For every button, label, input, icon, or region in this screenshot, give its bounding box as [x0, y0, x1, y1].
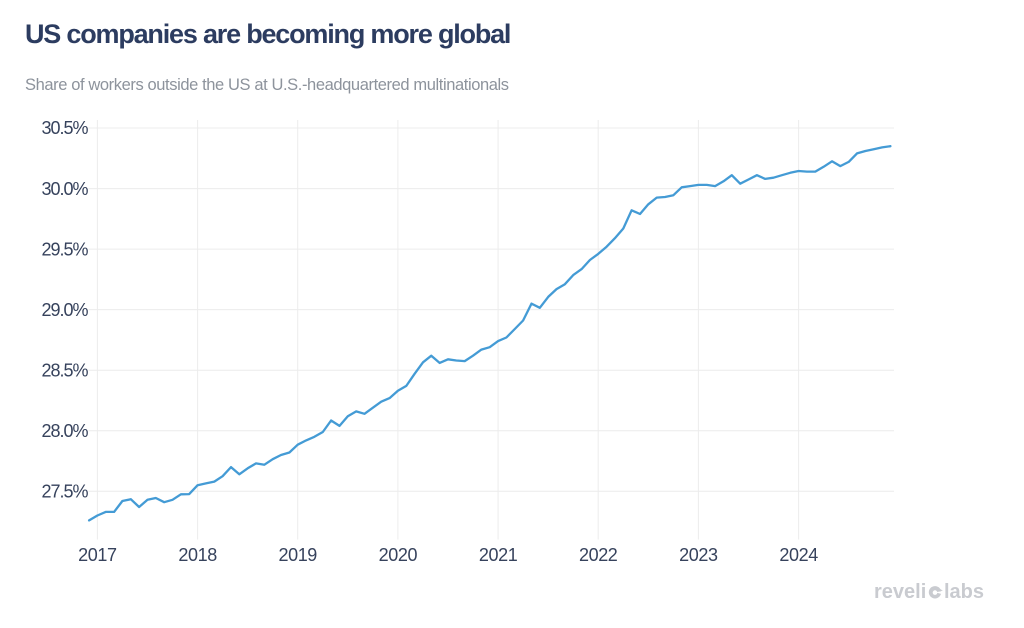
svg-text:US companies are becoming more: US companies are becoming more global	[25, 19, 510, 49]
svg-text:2021: 2021	[479, 545, 518, 565]
svg-text:2020: 2020	[379, 545, 418, 565]
svg-text:2017: 2017	[78, 545, 117, 565]
svg-text:2019: 2019	[278, 545, 317, 565]
svg-text:2023: 2023	[679, 545, 718, 565]
svg-text:30.5%: 30.5%	[41, 118, 88, 138]
svg-text:Share of workers outside the U: Share of workers outside the US at U.S.-…	[25, 76, 509, 94]
svg-text:2022: 2022	[579, 545, 618, 565]
svg-text:2024: 2024	[779, 545, 818, 565]
svg-text:29.0%: 29.0%	[41, 300, 88, 320]
svg-text:reveli: reveli	[874, 581, 926, 603]
svg-text:28.0%: 28.0%	[41, 421, 88, 441]
svg-text:labs: labs	[944, 581, 984, 603]
svg-text:2018: 2018	[178, 545, 217, 565]
svg-text:29.5%: 29.5%	[41, 239, 88, 259]
svg-text:28.5%: 28.5%	[41, 360, 88, 380]
svg-text:30.0%: 30.0%	[41, 179, 88, 199]
svg-text:27.5%: 27.5%	[41, 482, 88, 502]
